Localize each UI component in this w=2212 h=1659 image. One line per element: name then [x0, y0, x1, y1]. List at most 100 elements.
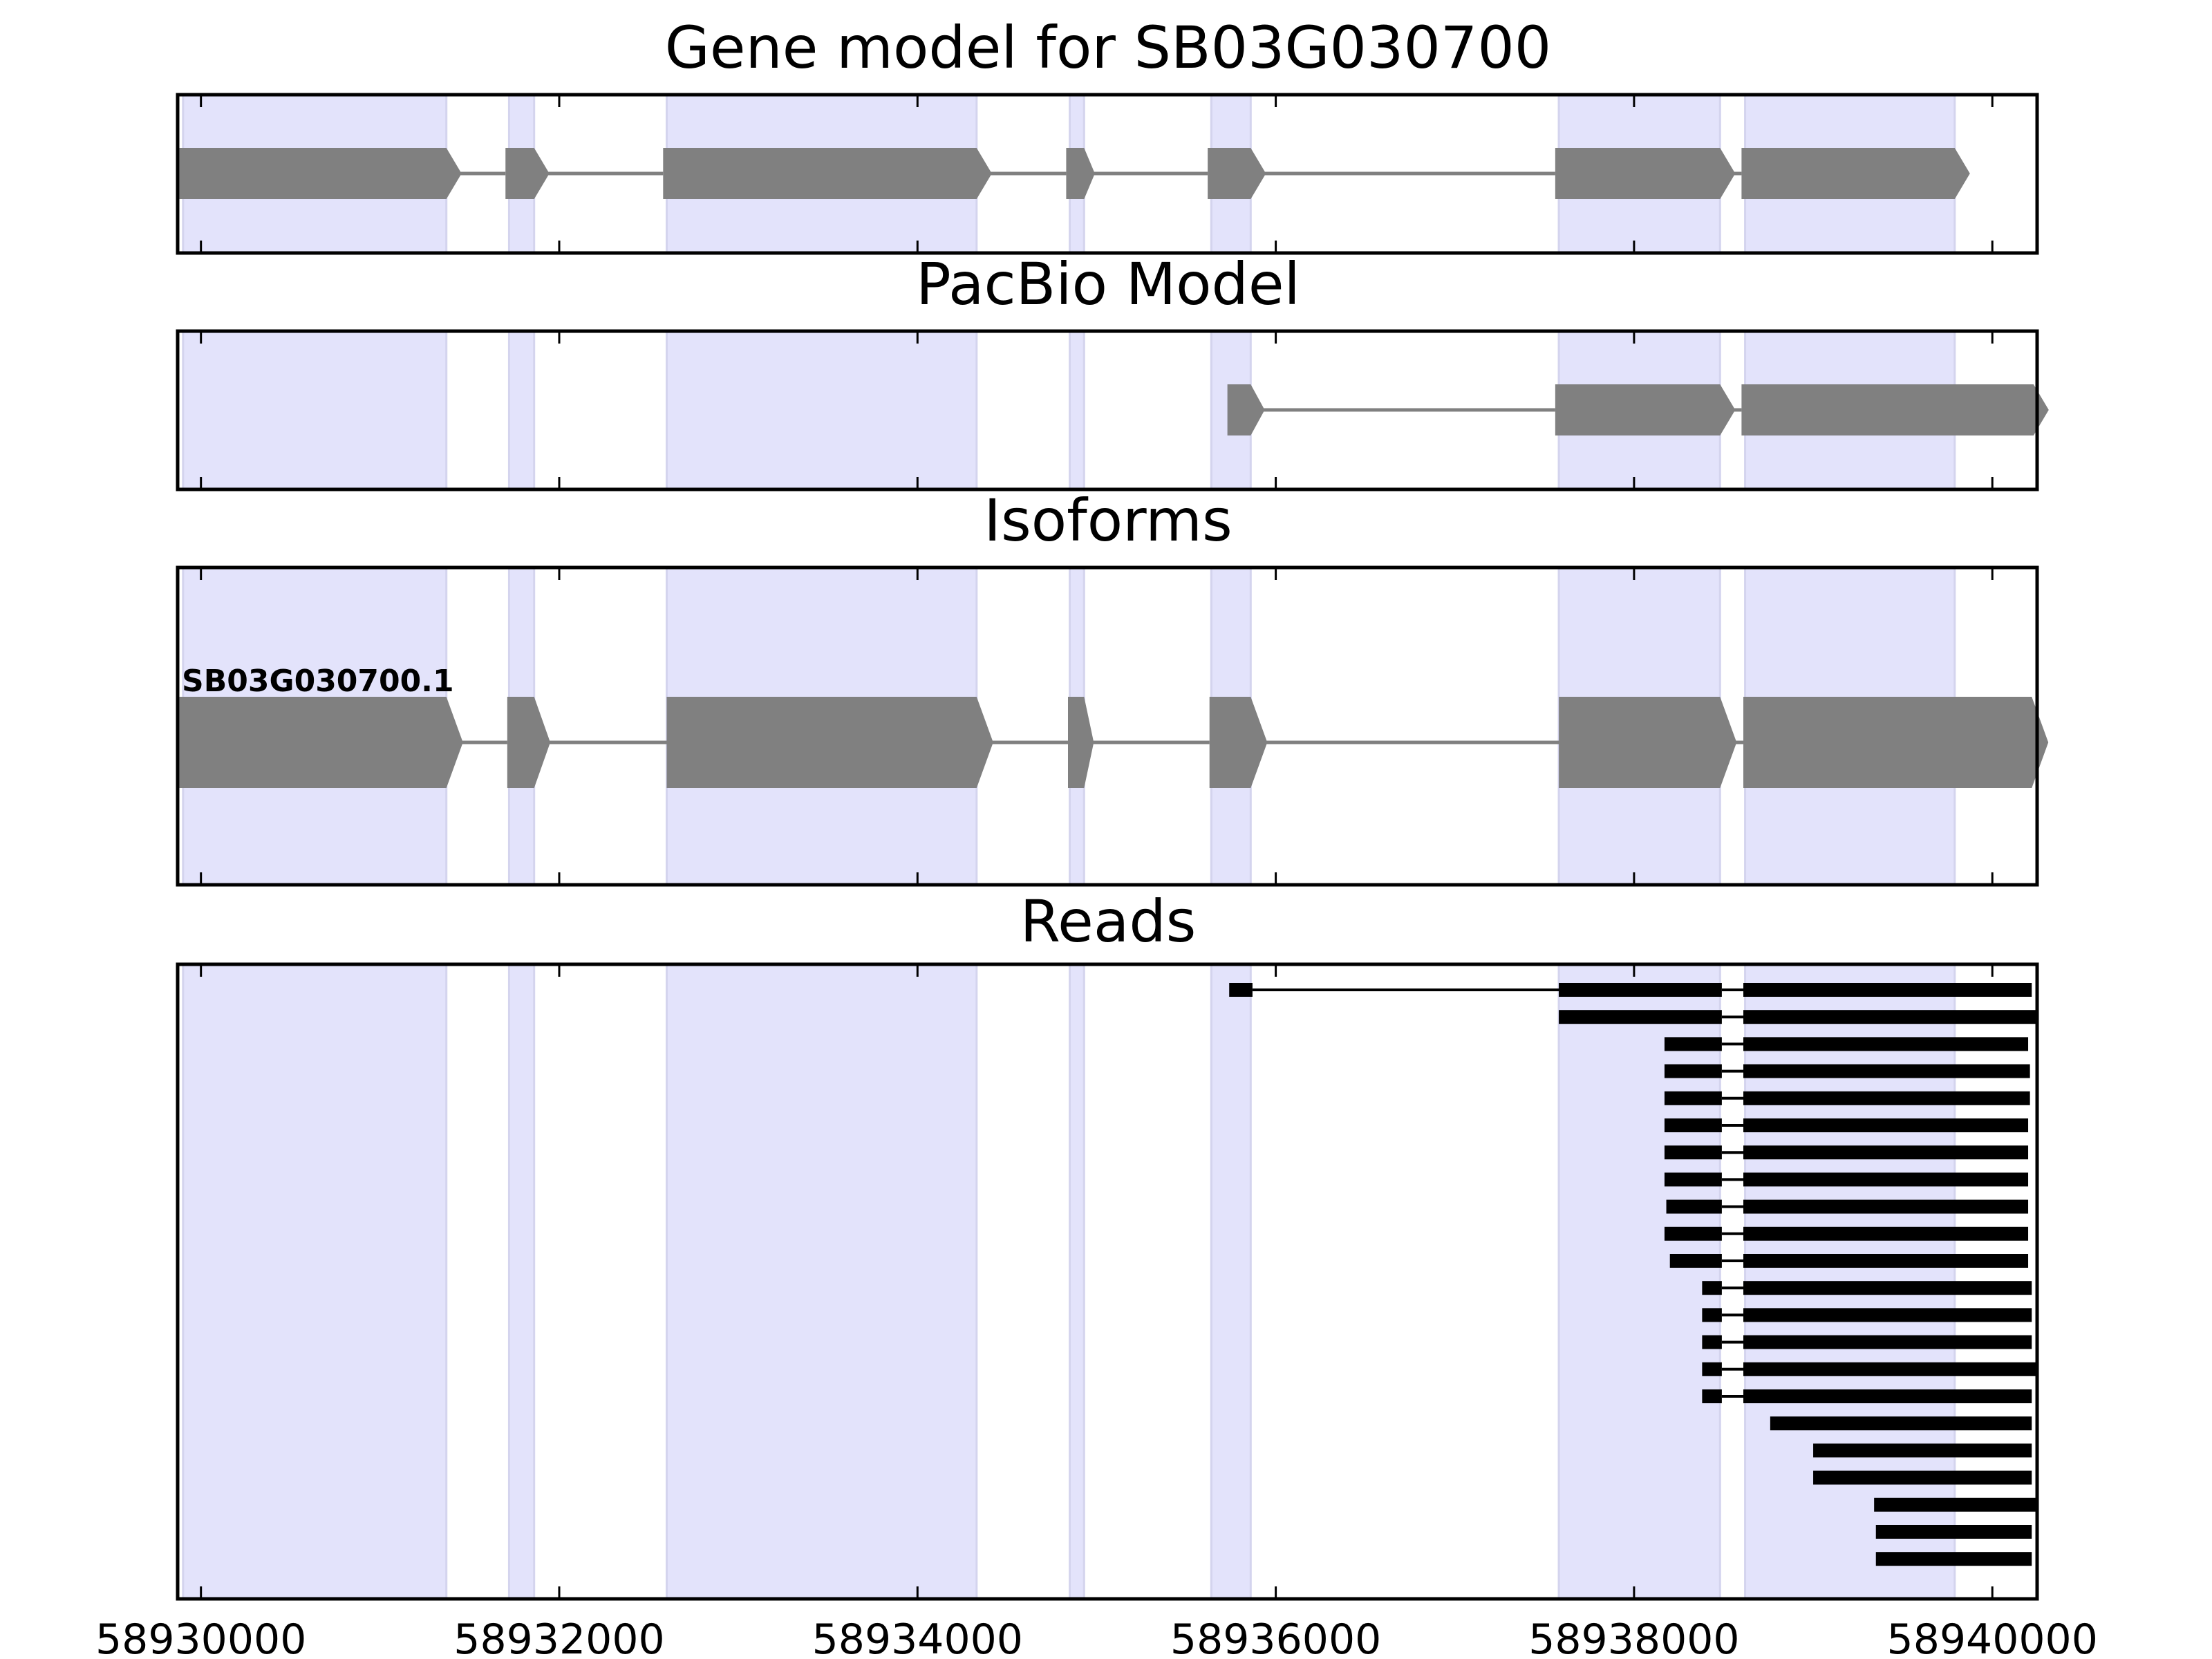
read	[1664, 1037, 2029, 1051]
read-segment	[1743, 1254, 2029, 1268]
read	[1875, 1552, 2032, 1566]
read-segment	[1559, 1010, 1722, 1024]
read-segment	[1666, 1199, 1722, 1214]
exon-highlight-band	[665, 963, 978, 1600]
read-segment	[1743, 1172, 2029, 1187]
read-segment	[1664, 1226, 1722, 1241]
x-tick-label: 58930000	[95, 1615, 306, 1659]
x-tick-label: 58940000	[1887, 1615, 2098, 1659]
read	[1229, 983, 2032, 997]
read	[1664, 1064, 2030, 1078]
panel-reads: Reads 58930000 58932000 58934000 58936000 58…	[95, 888, 2098, 1659]
read	[1664, 1145, 2029, 1160]
exon-highlight-band	[665, 330, 978, 491]
isoform-track	[179, 697, 2049, 788]
read-segment	[1743, 983, 2032, 997]
exon-highlight-band	[1069, 963, 1085, 1600]
read	[1559, 1010, 2037, 1024]
read-segment	[1669, 1254, 1722, 1268]
exon-highlight-band	[1069, 330, 1085, 491]
exon-block	[1741, 148, 1970, 199]
read-segment	[1664, 1172, 1722, 1187]
read	[1770, 1416, 2032, 1431]
read-segment	[1743, 1389, 2032, 1403]
read-segment	[1813, 1443, 2032, 1458]
read	[1813, 1443, 2032, 1458]
read-segment	[1743, 1226, 2029, 1241]
exon-highlight-band	[507, 330, 536, 491]
read-segment	[1874, 1497, 2037, 1512]
tick-marks	[200, 331, 1994, 489]
read-segment	[1664, 1145, 1722, 1160]
read-segment	[1743, 1118, 2029, 1132]
read-segment	[1743, 1037, 2029, 1051]
x-tick-label: 58938000	[1528, 1615, 1739, 1659]
tick-marks	[200, 95, 1994, 253]
panel-title-gene-model: Gene model for SB03G030700	[665, 14, 1551, 82]
read	[1669, 1254, 2029, 1268]
read	[1664, 1091, 2030, 1105]
read-segment	[1743, 1335, 2032, 1349]
exon-block	[505, 148, 550, 199]
exon-highlight-band	[1210, 963, 1252, 1600]
read-segment	[1770, 1416, 2032, 1431]
exon-block	[666, 697, 993, 788]
read	[1702, 1335, 2032, 1349]
exon-block	[1067, 697, 1094, 788]
panel-frame	[176, 93, 2039, 255]
panel-frame	[176, 329, 2039, 491]
exon-highlight-band	[182, 963, 448, 1600]
read	[1702, 1308, 2032, 1322]
exon-block	[1743, 697, 2049, 788]
read-segment	[1743, 1281, 2032, 1295]
read	[1664, 1226, 2029, 1241]
x-tick-label: 58934000	[812, 1615, 1023, 1659]
read-segment	[1664, 1037, 1722, 1051]
read-segment	[1743, 1145, 2029, 1160]
tick-marks	[200, 568, 1994, 885]
exon-block	[1227, 384, 1265, 435]
exon-highlight-band	[507, 963, 536, 1600]
tick-marks	[200, 964, 1994, 1599]
read-segment	[1743, 1091, 2030, 1105]
gene-model-track	[179, 148, 1970, 199]
panel-title-isoforms: Isoforms	[984, 487, 1232, 554]
read-segment	[1702, 1281, 1722, 1295]
panel-title-pacbio-model: PacBio Model	[916, 250, 1300, 318]
read	[1702, 1362, 2037, 1376]
x-axis-tick-labels: 58930000 58932000 58934000 58936000 58938000…	[95, 1615, 2098, 1659]
read	[1664, 1172, 2029, 1187]
read-segment	[1664, 1091, 1722, 1105]
panel-pacbio-model: PacBio Model	[176, 250, 2049, 491]
read-segment	[1875, 1525, 2032, 1539]
exon-block	[507, 697, 551, 788]
exon-block	[1741, 384, 2049, 435]
x-tick-label: 58932000	[453, 1615, 664, 1659]
reads-track	[1229, 983, 2037, 1566]
exon-highlight-band	[1557, 963, 1721, 1600]
exon-block	[1209, 697, 1268, 788]
read-segment	[1743, 1064, 2030, 1078]
read-segment	[1743, 1199, 2029, 1214]
panel-title-reads: Reads	[1020, 888, 1197, 955]
read	[1666, 1199, 2029, 1214]
panel-isoforms: Isoforms SB03G030700.1	[176, 487, 2049, 887]
read-segment	[1702, 1335, 1722, 1349]
read-segment	[1702, 1389, 1722, 1403]
read-segment	[1743, 1362, 2037, 1376]
read	[1702, 1281, 2032, 1295]
panel-frame	[176, 962, 2039, 1601]
read	[1813, 1470, 2032, 1485]
read	[1874, 1497, 2037, 1512]
exon-highlights	[182, 963, 1956, 1600]
read-segment	[1664, 1064, 1722, 1078]
exon-block	[179, 697, 463, 788]
read-segment	[1743, 1308, 2032, 1322]
exon-block	[663, 148, 992, 199]
read-segment	[1743, 1010, 2037, 1024]
panel-gene-model: Gene model for SB03G030700	[176, 14, 2039, 255]
read-segment	[1229, 983, 1253, 997]
read-segment	[1702, 1362, 1722, 1376]
isoform-label: SB03G030700.1	[182, 664, 454, 699]
